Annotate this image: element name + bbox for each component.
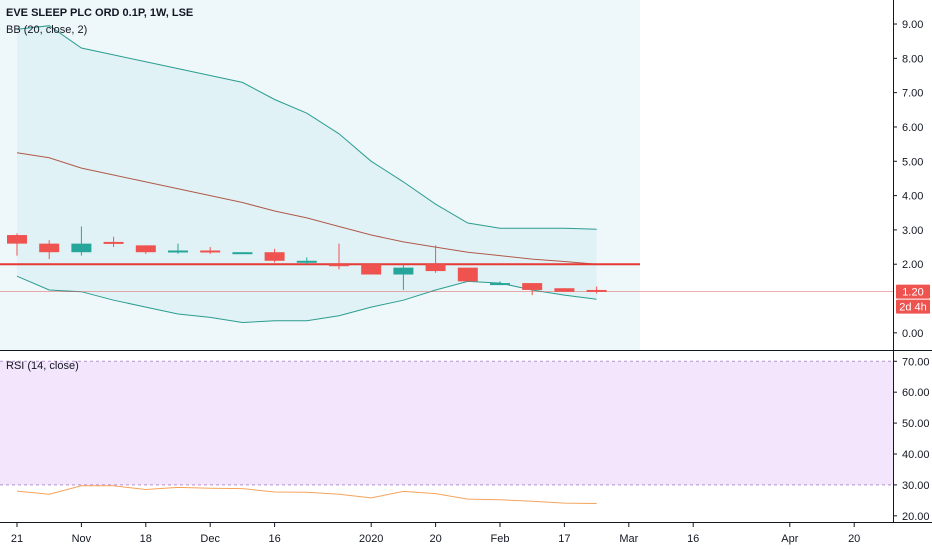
candle-body: [361, 264, 382, 275]
time-tick-label: 16: [687, 533, 699, 545]
candle-body: [200, 250, 221, 253]
candle-body: [457, 267, 478, 282]
price-tick-label: 0.00: [902, 328, 923, 340]
price-tick-label: 4.00: [902, 191, 923, 203]
time-tick-label: Nov: [72, 533, 92, 545]
bar-countdown: 2d 4h: [899, 302, 927, 314]
time-axis[interactable]: 21 Nov 18 Dec 16 2020 20 Feb 17 Mar 16 Apr 20: [11, 522, 860, 545]
time-tick-label: 2020: [359, 533, 383, 545]
rsi-tick-label: 60.00: [902, 387, 930, 399]
price-tick-label: 9.00: [902, 19, 923, 31]
candle-body: [393, 267, 414, 275]
time-tick-label: 20: [429, 533, 441, 545]
time-tick-label: 18: [140, 533, 152, 545]
candle-body: [586, 289, 607, 292]
candle-body: [135, 245, 156, 253]
bb-basis-line: [16, 152, 597, 265]
candle-body: [490, 283, 510, 286]
rsi-tick-label: 50.00: [902, 418, 930, 430]
price-tick-label: 2.00: [902, 259, 923, 271]
candle-body: [39, 243, 60, 253]
rsi-axis[interactable]: 70.00 60.00 50.00 40.00 30.00 20.00: [893, 356, 930, 523]
bb-indicator-label[interactable]: BB (20, close, 2): [6, 24, 87, 36]
candle-body: [264, 252, 285, 261]
time-tick-label: Dec: [200, 533, 220, 545]
candle-body: [103, 241, 124, 244]
last-price-value: 1.20: [902, 287, 923, 299]
bb-upper-line: [16, 25, 597, 230]
candle-body: [71, 243, 92, 253]
time-tick-label: Mar: [619, 533, 638, 545]
symbol-title[interactable]: EVE SLEEP PLC ORD 0.1P, 1W, LSE: [6, 7, 193, 19]
time-tick-label: Apr: [781, 533, 798, 545]
rsi-indicator-label[interactable]: RSI (14, close): [6, 360, 79, 372]
candle-body: [554, 288, 575, 292]
price-axis[interactable]: 9.00 8.00 7.00 6.00 5.00 4.00 3.00 2.00 0.00: [893, 19, 923, 340]
price-tick-label: 6.00: [902, 122, 923, 134]
rsi-tick-label: 30.00: [902, 480, 930, 492]
candle-body: [168, 250, 188, 253]
time-tick-label: 20: [848, 533, 860, 545]
price-tick-label: 7.00: [902, 88, 923, 100]
rsi-line: [16, 485, 597, 504]
bb-fill: [17, 25, 597, 323]
candle-body: [425, 264, 446, 272]
last-price-tag: 1.20 2d 4h: [896, 284, 930, 314]
candle-body: [522, 283, 543, 290]
price-tick-label: 5.00: [902, 156, 923, 168]
time-tick-label: 16: [268, 533, 280, 545]
candle-body: [329, 264, 349, 267]
candles-group: [7, 226, 607, 296]
time-tick-label: 21: [11, 533, 23, 545]
candle-body: [232, 252, 253, 255]
time-tick-label: Feb: [491, 533, 510, 545]
rsi-tick-label: 70.00: [902, 356, 930, 368]
price-tick-label: 3.00: [902, 225, 923, 237]
price-tick-label: 8.00: [902, 53, 923, 65]
time-tick-label: 17: [558, 533, 570, 545]
candle-body: [7, 235, 27, 244]
rsi-tick-label: 20.00: [902, 511, 930, 523]
candle-body: [296, 260, 317, 263]
rsi-tick-label: 40.00: [902, 449, 930, 461]
rsi-band: [0, 361, 893, 485]
